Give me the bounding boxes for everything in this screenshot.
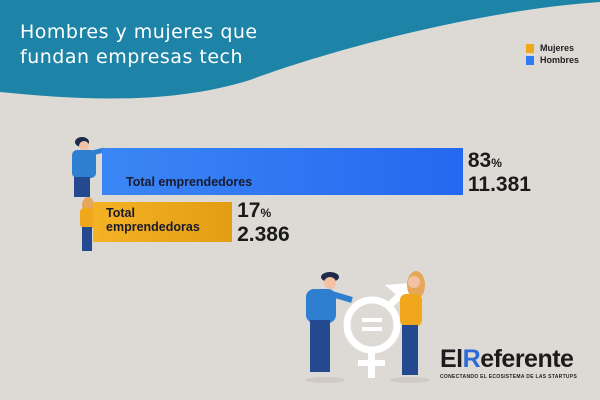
legend-label-mujeres: Mujeres xyxy=(540,43,575,53)
logo-tagline: CONECTANDO EL ECOSISTEMA DE LAS STARTUPS xyxy=(440,374,578,380)
legend-swatch-hombres xyxy=(526,55,534,65)
legend-item-mujeres: Mujeres xyxy=(526,42,579,54)
count-hombres: 11.381 xyxy=(467,173,531,196)
man-illustration-left xyxy=(72,137,105,197)
header-wave xyxy=(0,0,600,99)
logo-text: El xyxy=(440,345,463,373)
title-line-2: fundan empresas tech xyxy=(20,46,244,68)
bar-label-mujeres: Total emprendedoras xyxy=(106,206,200,234)
percent-symbol: % xyxy=(260,206,272,220)
elreferente-logo: ElReferente CONECTANDO EL ECOSISTEMA DE … xyxy=(440,345,577,380)
gender-equality-illustration xyxy=(305,271,430,383)
legend-swatch-mujeres xyxy=(526,43,534,53)
chart-title: Hombres y mujeres que fundan empresas te… xyxy=(20,20,258,70)
percent-hombres: 83 xyxy=(467,149,492,172)
logo-text-accent: R xyxy=(462,345,481,373)
percent-mujeres: 17 xyxy=(237,199,261,222)
logo-text: eferente xyxy=(480,345,574,373)
legend: Mujeres Hombres xyxy=(526,42,579,66)
legend-label-hombres: Hombres xyxy=(540,55,580,65)
value-hombres: 83% 11.381 xyxy=(468,150,531,196)
bar-mujeres: Total emprendedoras xyxy=(93,202,233,242)
bar-hombres: Total emprendedores xyxy=(102,148,463,195)
title-line-1: Hombres y mujeres que xyxy=(20,21,258,43)
legend-item-hombres: Hombres xyxy=(526,54,579,66)
woman-illustration-left xyxy=(80,197,96,251)
count-mujeres: 2.386 xyxy=(237,223,290,246)
percent-symbol: % xyxy=(491,156,502,170)
value-mujeres: 17% 2.386 xyxy=(237,200,290,246)
bar-label-hombres: Total emprendedores xyxy=(126,175,253,189)
